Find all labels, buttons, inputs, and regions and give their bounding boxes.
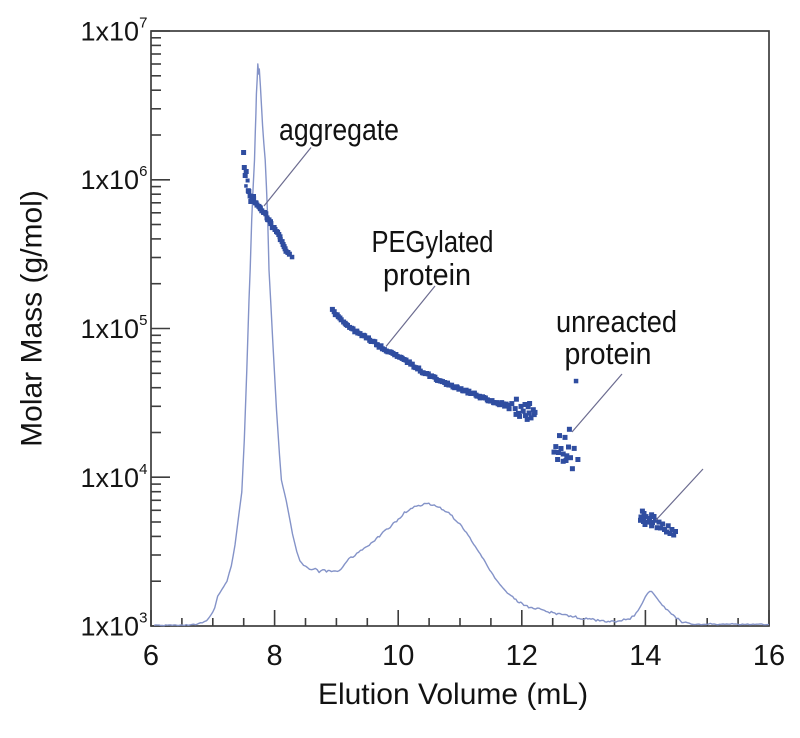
svg-text:1x105: 1x105 bbox=[81, 312, 148, 344]
svg-text:protein: protein bbox=[383, 257, 471, 292]
svg-text:6: 6 bbox=[143, 640, 159, 672]
svg-text:1x104: 1x104 bbox=[81, 461, 148, 493]
svg-text:10: 10 bbox=[382, 640, 414, 672]
svg-text:unreacted: unreacted bbox=[556, 304, 677, 339]
svg-text:8: 8 bbox=[267, 640, 283, 672]
svg-text:14: 14 bbox=[629, 640, 661, 672]
svg-text:Elution Volume (mL): Elution Volume (mL) bbox=[318, 678, 588, 711]
svg-text:1x106: 1x106 bbox=[81, 163, 148, 195]
svg-text:protein: protein bbox=[565, 336, 652, 371]
svg-text:aggregate: aggregate bbox=[279, 112, 399, 147]
svg-text:12: 12 bbox=[506, 640, 538, 672]
svg-text:PEGylated: PEGylated bbox=[372, 224, 494, 259]
svg-text:1x103: 1x103 bbox=[81, 610, 148, 642]
svg-text:16: 16 bbox=[753, 640, 785, 672]
svg-text:Molar Mass (g/mol): Molar Mass (g/mol) bbox=[16, 190, 49, 447]
svg-text:1x107: 1x107 bbox=[81, 15, 148, 47]
